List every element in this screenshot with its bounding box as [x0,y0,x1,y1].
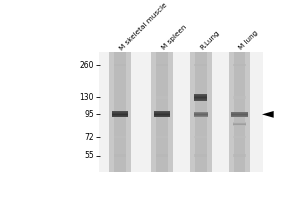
Bar [112,115,128,116]
Text: 260: 260 [80,61,94,70]
Bar [114,154,126,157]
Bar [233,123,246,124]
Bar [194,99,208,100]
Bar [194,154,207,157]
Bar [190,52,212,172]
Bar [154,111,170,112]
Bar [112,113,128,114]
Text: M skeletal muscle: M skeletal muscle [118,1,169,51]
Bar [114,136,126,138]
Bar [233,125,246,126]
Bar [194,64,207,66]
Bar [194,94,208,95]
Bar [112,114,128,115]
Bar [231,112,248,113]
Bar [195,52,207,172]
Bar [194,116,208,117]
Bar [112,112,128,113]
Bar [233,122,246,123]
Bar [229,52,250,172]
Bar [99,52,263,172]
Bar [194,136,207,138]
Bar [233,124,246,125]
Text: R.Lung: R.Lung [199,30,221,51]
Bar [110,52,131,172]
Bar [231,115,248,116]
Bar [194,100,208,101]
Bar [233,136,246,138]
Bar [156,154,168,157]
Text: 72: 72 [85,133,94,142]
Bar [194,115,208,116]
Text: M lung: M lung [238,30,260,51]
Bar [151,52,173,172]
Bar [194,96,208,97]
Text: 55: 55 [84,151,94,160]
Bar [156,136,168,138]
Text: 130: 130 [80,93,94,102]
Bar [233,64,246,66]
Bar [234,52,245,172]
Bar [114,52,126,172]
Bar [156,52,168,172]
Bar [194,113,208,114]
Bar [231,113,248,114]
Bar [231,116,248,117]
Bar [194,97,208,98]
Bar [112,116,128,117]
Bar [194,112,208,113]
Bar [156,96,168,99]
Text: M spleen: M spleen [160,24,188,51]
Bar [156,64,168,66]
Bar [114,64,126,66]
Bar [231,114,248,115]
Text: 95: 95 [84,110,94,119]
Bar [154,115,170,116]
Bar [112,111,128,112]
Bar [194,95,208,96]
Bar [233,96,246,99]
Bar [154,116,170,117]
Bar [154,114,170,115]
Bar [194,114,208,115]
Bar [194,98,208,99]
Bar [154,113,170,114]
Bar [154,112,170,113]
Polygon shape [262,111,274,118]
Bar [233,154,246,157]
